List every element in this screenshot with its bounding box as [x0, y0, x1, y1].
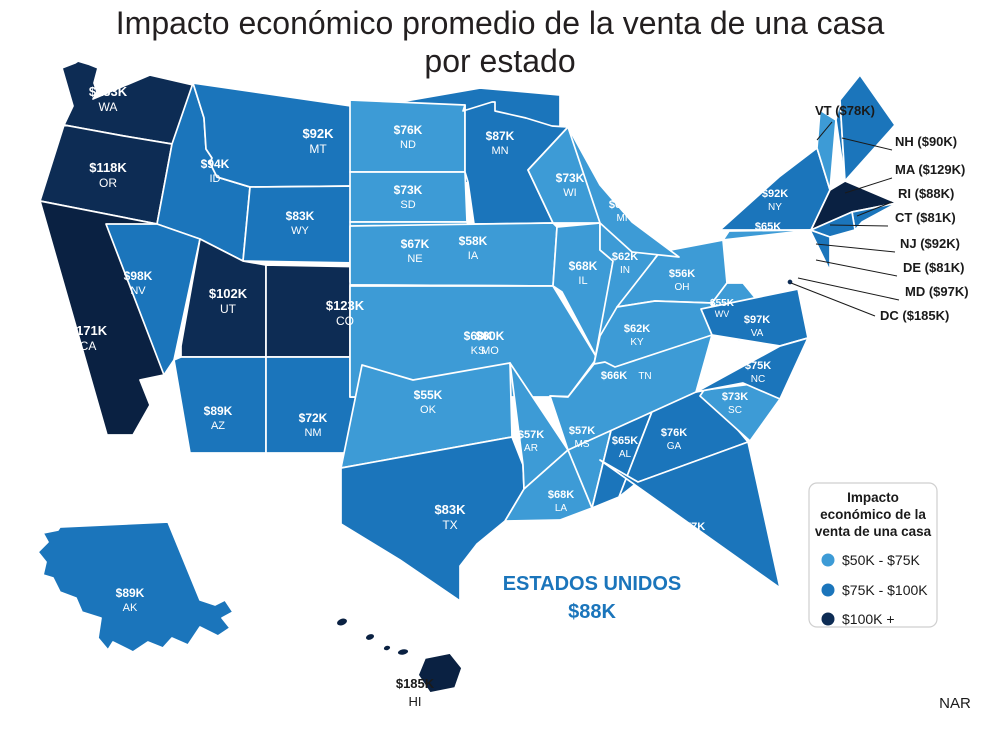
- svg-text:FL: FL: [686, 535, 698, 546]
- svg-text:$77K: $77K: [679, 521, 705, 533]
- svg-text:$92K: $92K: [302, 126, 334, 141]
- svg-text:IN: IN: [620, 265, 630, 276]
- svg-text:KY: KY: [630, 337, 644, 348]
- svg-text:$73K: $73K: [722, 391, 748, 403]
- svg-text:$185K: $185K: [396, 676, 435, 691]
- svg-text:AL: AL: [619, 449, 632, 460]
- svg-text:UT: UT: [220, 302, 237, 316]
- svg-text:NY: NY: [768, 202, 782, 213]
- svg-text:VT ($78K): VT ($78K): [815, 103, 875, 118]
- svg-text:$171K: $171K: [69, 323, 108, 338]
- svg-text:CO: CO: [336, 314, 354, 328]
- svg-text:$64K: $64K: [609, 199, 635, 211]
- svg-text:HI: HI: [409, 694, 422, 709]
- svg-text:GA: GA: [667, 441, 682, 452]
- svg-text:$58K: $58K: [459, 234, 488, 248]
- svg-text:WI: WI: [563, 187, 576, 199]
- svg-text:$62K: $62K: [612, 251, 638, 263]
- svg-text:MO: MO: [481, 345, 499, 357]
- svg-text:RI ($88K): RI ($88K): [898, 186, 954, 201]
- svg-text:$50K - $75K: $50K - $75K: [842, 552, 920, 568]
- svg-text:$76K: $76K: [661, 427, 687, 439]
- svg-text:$66K: $66K: [601, 370, 627, 382]
- svg-text:$68K: $68K: [569, 259, 598, 273]
- svg-text:ESTADOS UNIDOS: ESTADOS UNIDOS: [503, 573, 682, 595]
- svg-text:PA: PA: [762, 235, 775, 246]
- svg-text:$67K: $67K: [401, 237, 430, 251]
- svg-text:$73K: $73K: [394, 183, 423, 197]
- svg-text:DC ($185K): DC ($185K): [880, 308, 949, 323]
- svg-text:TN: TN: [638, 371, 651, 382]
- svg-text:$65K: $65K: [755, 221, 781, 233]
- svg-text:$55K: $55K: [710, 298, 735, 309]
- svg-text:$68K: $68K: [548, 489, 574, 501]
- svg-text:$72K: $72K: [299, 411, 328, 425]
- svg-text:$123K: $123K: [326, 298, 365, 313]
- svg-text:ND: ND: [400, 139, 416, 151]
- svg-text:$60K: $60K: [476, 329, 505, 343]
- svg-text:WV: WV: [715, 309, 730, 319]
- svg-text:NJ ($92K): NJ ($92K): [900, 236, 960, 251]
- svg-text:$57K: $57K: [518, 429, 544, 441]
- svg-text:MI: MI: [616, 213, 627, 224]
- svg-text:económico de la: económico de la: [820, 507, 926, 522]
- svg-text:$75K: $75K: [745, 360, 771, 372]
- svg-text:$100K +: $100K +: [842, 611, 895, 627]
- svg-text:LA: LA: [555, 503, 568, 514]
- svg-text:$92K: $92K: [762, 188, 788, 200]
- svg-text:AR: AR: [524, 443, 538, 454]
- svg-text:TX: TX: [442, 518, 457, 532]
- svg-text:SC: SC: [728, 405, 742, 416]
- svg-text:$76K: $76K: [394, 123, 423, 137]
- svg-text:NH ($90K): NH ($90K): [895, 134, 957, 149]
- svg-text:venta de una casa: venta de una casa: [815, 524, 932, 539]
- svg-text:MT: MT: [309, 142, 327, 156]
- svg-text:NV: NV: [130, 285, 146, 297]
- svg-text:MD ($97K): MD ($97K): [905, 284, 969, 299]
- svg-text:$97K: $97K: [744, 314, 770, 326]
- svg-text:SD: SD: [400, 199, 415, 211]
- svg-text:OH: OH: [675, 282, 690, 293]
- svg-text:$75K - $100K: $75K - $100K: [842, 582, 928, 598]
- svg-text:AK: AK: [123, 602, 138, 614]
- svg-text:CT ($81K): CT ($81K): [895, 210, 956, 225]
- svg-text:IA: IA: [468, 250, 479, 262]
- svg-text:NM: NM: [304, 427, 321, 439]
- svg-text:$133K: $133K: [89, 84, 128, 99]
- svg-text:WY: WY: [291, 225, 309, 237]
- svg-text:OK: OK: [420, 404, 437, 416]
- svg-text:VA: VA: [751, 328, 764, 339]
- svg-text:$89K: $89K: [204, 404, 233, 418]
- svg-text:OR: OR: [99, 176, 117, 190]
- svg-text:$73K: $73K: [556, 171, 585, 185]
- svg-text:$55K: $55K: [414, 388, 443, 402]
- svg-text:AZ: AZ: [211, 420, 225, 432]
- svg-text:$118K: $118K: [89, 160, 127, 175]
- svg-text:Impacto: Impacto: [847, 490, 899, 505]
- svg-text:$88K: $88K: [568, 601, 616, 623]
- svg-text:$57K: $57K: [569, 425, 595, 437]
- svg-text:$65K: $65K: [612, 435, 638, 447]
- svg-text:DE ($81K): DE ($81K): [903, 260, 964, 275]
- svg-text:MA ($129K): MA ($129K): [895, 162, 965, 177]
- svg-text:$102K: $102K: [209, 286, 248, 301]
- svg-text:NE: NE: [407, 253, 422, 265]
- svg-text:$62K: $62K: [624, 323, 650, 335]
- svg-text:CA: CA: [80, 339, 97, 353]
- svg-text:$83K: $83K: [434, 502, 466, 517]
- svg-text:NC: NC: [751, 374, 765, 385]
- svg-text:$83K: $83K: [286, 209, 315, 223]
- svg-text:WA: WA: [99, 100, 118, 114]
- svg-text:$89K: $89K: [116, 586, 145, 600]
- svg-text:MN: MN: [491, 145, 508, 157]
- svg-text:MS: MS: [575, 439, 590, 450]
- svg-text:NAR: NAR: [939, 695, 971, 712]
- svg-text:$56K: $56K: [669, 268, 695, 280]
- svg-text:$98K: $98K: [124, 269, 153, 283]
- svg-text:$87K: $87K: [486, 129, 515, 143]
- svg-text:ID: ID: [210, 173, 221, 185]
- svg-text:$94K: $94K: [201, 157, 230, 171]
- svg-text:IL: IL: [578, 275, 587, 287]
